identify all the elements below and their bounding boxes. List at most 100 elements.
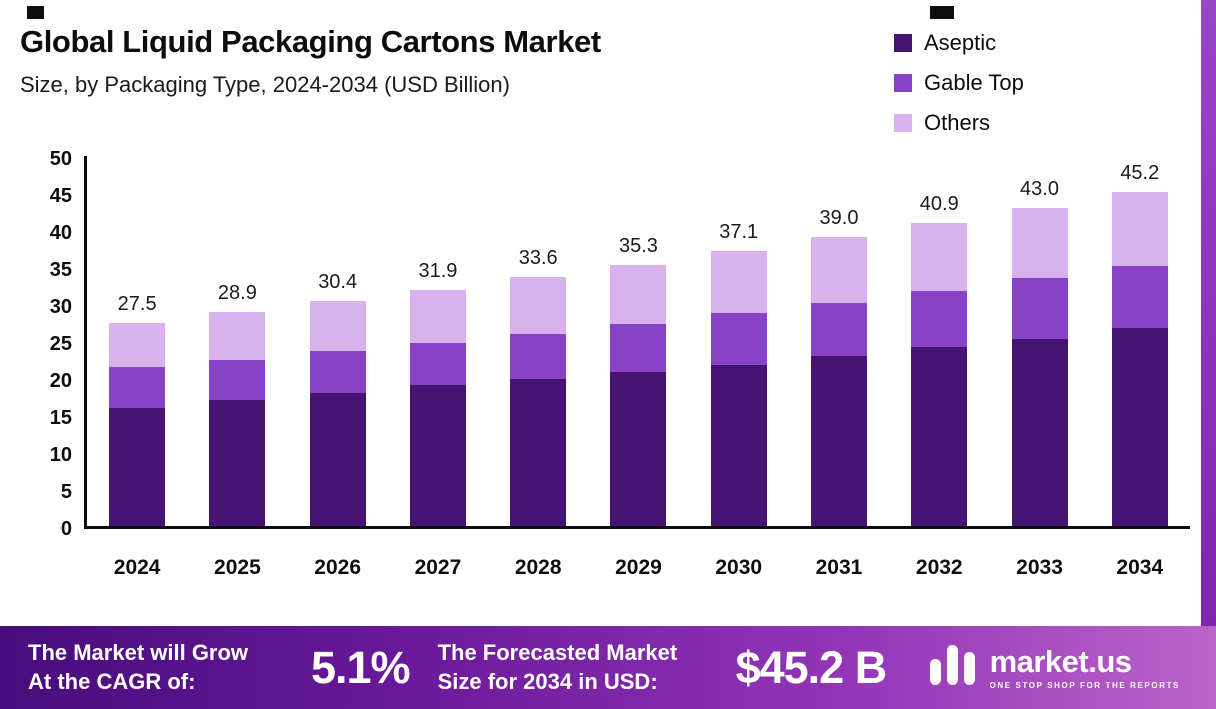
bar-segment-others [610,264,667,324]
chart-header: Global Liquid Packaging Cartons Market S… [20,24,880,98]
forecast-label: The Forecasted Market Size for 2034 in U… [438,639,728,695]
bar-stack [1111,191,1168,526]
bar-2024: 27.5 [107,293,167,526]
bar-2025: 28.9 [207,282,267,526]
x-axis-label: 2031 [815,556,863,579]
bar-segment-aseptic [209,400,266,526]
x-axis: 2024 2025 2026 2027 2028 2029 2030 2031 2032 2033… [87,556,1190,580]
y-axis-tick-label: 45 [49,185,72,207]
legend-label: Aseptic [924,30,997,55]
bar-stack [309,301,366,526]
cagr-value: 5.1% [311,641,411,693]
bar-segment-others [510,277,567,334]
bar-value-label: 27.5 [117,292,157,315]
legend-item-others: Others [894,110,1024,136]
bar-segment-gable-top [610,324,667,373]
forecast-value: $45.2 B [735,641,888,693]
x-axis-label: 2027 [414,556,462,579]
legend-swatch [894,34,912,52]
bar-value-label: 33.6 [518,247,558,270]
legend-swatch [894,74,912,92]
bar-2028: 33.6 [508,247,568,526]
forecast-label-line2: Size for 2034 in USD: [437,668,658,694]
bar-stack [710,251,767,526]
bar-value-label: 40.9 [919,193,959,216]
bar-segment-gable-top [710,312,767,365]
y-axis-tick-label: 50 [49,148,72,170]
x-axis-label: 2024 [113,556,161,579]
bar-segment-others [109,322,166,367]
x-axis-label: 2032 [915,556,963,579]
bar-2029: 35.3 [608,235,668,526]
plot-area: 27.5 28.9 30.4 31.9 33.6 35.3 37.1 39.0 40.9 43.0… [84,156,1190,529]
chart-title: Global Liquid Packaging Cartons Market [20,24,601,59]
bar-2032: 40.9 [909,193,969,526]
cagr-label: The Market will Grow At the CAGR of: [28,639,303,695]
y-axis-tick-label: 30 [49,296,72,318]
bar-stack [209,312,266,526]
y-axis-tick-label: 0 [60,518,72,540]
bar-2034: 45.2 [1110,162,1170,526]
bar-segment-others [1111,191,1168,267]
bar-segment-aseptic [109,407,166,526]
bar-stack [109,322,166,526]
forecast-label-line1: The Forecasted Market [437,640,678,666]
y-axis-tick-label: 35 [49,259,72,281]
bar-segment-others [710,251,767,313]
bar-stack [409,289,466,526]
y-axis-tick-label: 5 [60,481,72,503]
bar-segment-gable-top [1011,278,1068,339]
x-axis-label: 2026 [314,556,362,579]
legend-label: Gable Top [924,70,1024,95]
bar-segment-others [309,301,366,352]
bar-2031: 39.0 [809,207,869,526]
bar-2027: 31.9 [408,260,468,526]
bar-segment-aseptic [810,355,867,526]
x-axis-label: 2025 [214,556,261,579]
brand-name: market.us [989,643,1132,679]
bar-value-label: 28.9 [217,282,257,305]
bar-segment-gable-top [209,359,266,401]
brand-logo: market.us ONE STOP SHOP FOR THE REPORTS [928,643,1180,692]
bar-segment-aseptic [1111,327,1168,526]
brand-tagline: ONE STOP SHOP FOR THE REPORTS [989,680,1180,690]
bar-segment-others [409,289,466,343]
bar-segment-aseptic [1011,338,1068,526]
bar-value-label: 30.4 [318,271,358,294]
decorative-square-right [930,6,954,19]
x-axis-label: 2030 [715,556,763,579]
bar-segment-gable-top [409,342,466,386]
chart-subtitle: Size, by Packaging Type, 2024-2034 (USD … [20,71,510,97]
bar-segment-aseptic [710,364,767,526]
bar-segment-others [810,237,867,303]
bar-value-label: 43.0 [1020,177,1059,200]
x-axis-label: 2028 [514,556,562,579]
bar-2033: 43.0 [1010,178,1070,526]
right-accent-strip [1201,0,1216,709]
chart-area: 0 5 10 15 20 25 30 35 40 45 50 27.5 28.9 30.4 31.9 33.… [18,148,1190,580]
bar-stack [810,237,867,526]
y-axis-tick-label: 15 [49,407,72,429]
bar-2026: 30.4 [308,271,368,526]
market-us-logo-icon [928,643,980,692]
bar-segment-aseptic [610,372,667,526]
y-axis-tick-label: 40 [49,222,72,244]
bar-segment-others [911,223,968,291]
bar-value-label: 39.0 [819,207,859,230]
bar-segment-aseptic [911,346,968,526]
y-axis-tick-label: 20 [49,370,72,392]
bar-2030: 37.1 [709,221,769,526]
bar-segment-gable-top [1111,266,1168,328]
bar-stack [510,277,567,526]
y-axis: 0 5 10 15 20 25 30 35 40 45 50 [18,148,84,540]
bar-value-label: 37.1 [719,221,759,244]
legend-label: Others [924,110,991,135]
bar-segment-aseptic [409,385,466,526]
bar-segment-aseptic [510,379,567,526]
cagr-label-line1: The Market will Grow [28,640,249,666]
y-axis-tick-label: 10 [49,444,72,466]
bar-value-label: 31.9 [418,259,458,282]
x-axis-label: 2033 [1016,556,1063,579]
x-axis-label: 2029 [615,556,662,579]
bar-segment-gable-top [810,302,867,356]
